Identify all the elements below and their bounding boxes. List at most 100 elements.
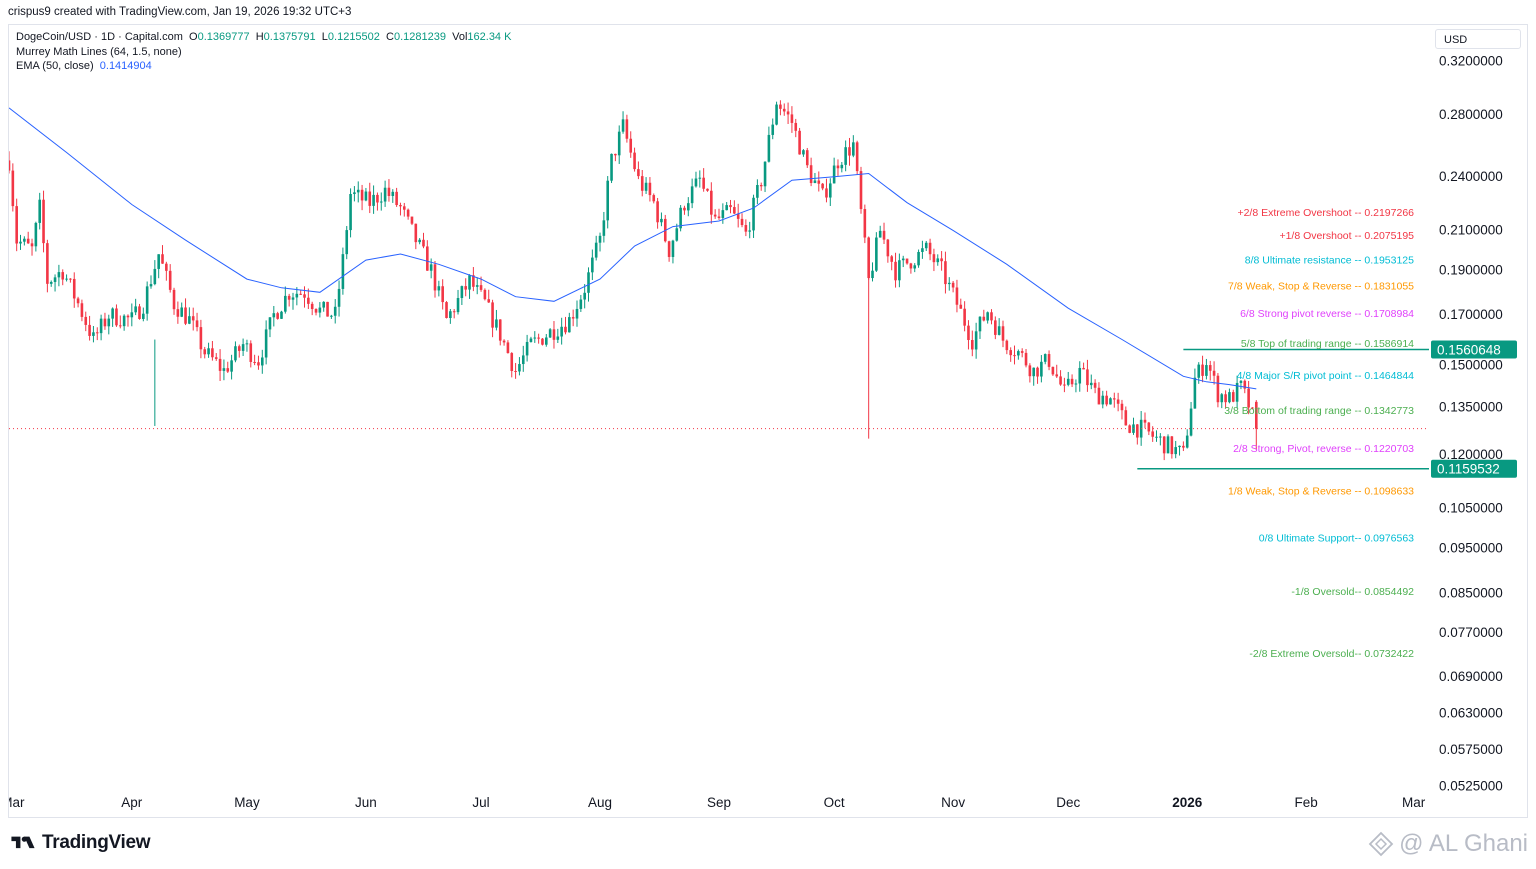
author-watermark: @ AL Ghani (1367, 830, 1528, 858)
candle-body (1155, 436, 1158, 438)
ema-value: 0.1414904 (99, 60, 152, 72)
candle-body (1086, 369, 1089, 386)
candle-body (771, 124, 775, 135)
murrey-level-label: 7/8 Weak, Stop & Reverse -- 0.1831055 (1228, 280, 1414, 292)
candle-body (95, 332, 99, 334)
candle-body (802, 150, 805, 155)
ema-line (9, 107, 1257, 390)
price-chart[interactable]: 0.3200000 0.2800000 0.2400000 0.2100000 0.19… (9, 25, 1528, 818)
candle-body (1254, 401, 1258, 429)
candle-body (660, 218, 663, 223)
candle-body (825, 188, 828, 198)
candle-body (928, 242, 932, 255)
candle-body (253, 361, 256, 363)
candle-body (180, 307, 184, 317)
low-value: 0.1215502 (327, 31, 380, 43)
candle-body (226, 368, 230, 372)
candle-body (1251, 407, 1254, 409)
candle-body (260, 357, 264, 366)
indicator-murrey[interactable]: Murrey Math Lines (64, 1.5, none) (16, 45, 182, 58)
tradingview-logo[interactable]: TradingView (10, 832, 151, 854)
candle-body (353, 192, 356, 195)
candle-body (314, 309, 318, 313)
candle-body (1143, 419, 1147, 423)
candle-body (65, 278, 68, 280)
candle-body (782, 108, 786, 112)
candle-body (1178, 445, 1181, 448)
candle-body (333, 306, 337, 316)
candle-body (621, 119, 625, 132)
ema-label: EMA (50, close) (16, 60, 94, 72)
candle-body (360, 189, 364, 201)
candle-body (502, 340, 506, 343)
candle-body (990, 312, 993, 321)
candle-body (725, 205, 728, 211)
candle-body (932, 254, 936, 263)
candle-body (652, 195, 656, 202)
currency-selector[interactable]: USD (1435, 29, 1521, 49)
candle-body (763, 161, 767, 187)
price-tick-label: 0.2100000 (1439, 222, 1503, 237)
candle-body (46, 243, 49, 284)
price-tick-label: 0.0525000 (1439, 779, 1503, 794)
time-axis-label: Jul (472, 795, 489, 810)
candle-body (736, 213, 740, 219)
murrey-level-label: 0/8 Ultimate Support-- 0.0976563 (1259, 533, 1414, 545)
candle-body (617, 131, 621, 156)
candle-body (291, 297, 295, 300)
candle-body (452, 311, 456, 313)
candle-body (944, 261, 947, 285)
candle-body (1063, 384, 1066, 386)
candle-body (337, 288, 341, 307)
time-axis-label: Sep (707, 795, 731, 810)
time-axis-label: Mar (1402, 795, 1426, 810)
murrey-level-label: 3/8 Bottom of trading range -- 0.1342773 (1224, 405, 1414, 417)
candle-body (464, 286, 468, 290)
candle-body (364, 191, 368, 201)
candle-body (1224, 394, 1227, 403)
candle-body (115, 308, 118, 326)
price-tick-label: 0.2400000 (1439, 169, 1503, 184)
candle-body (713, 214, 717, 217)
candle-body (602, 220, 606, 236)
candle-body (487, 299, 491, 303)
candle-body (905, 258, 909, 264)
candle-body (671, 240, 675, 257)
candle-body (310, 303, 314, 310)
candle-body (1151, 431, 1154, 437)
candle-body (284, 295, 287, 312)
candle-body (92, 332, 95, 336)
high-key: H (255, 31, 264, 43)
volume-key: Vol (452, 31, 468, 43)
candle-body (207, 348, 210, 355)
indicator-ema[interactable]: EMA (50, close) 0.1414904 (16, 59, 511, 74)
candle-body (414, 223, 418, 243)
candle-body (1239, 380, 1243, 383)
chart-panel[interactable]: DogeCoin/USD · 1D · Capital.com O0.13697… (8, 24, 1528, 818)
candle-body (376, 194, 379, 203)
candle-body (871, 270, 874, 279)
candle-body (322, 301, 326, 308)
candle-body (921, 248, 924, 252)
candle-body (594, 242, 598, 258)
candle-body (491, 302, 494, 328)
candle-body (184, 307, 187, 324)
candle-body (683, 207, 686, 211)
candle-body (80, 303, 84, 317)
candle-body (852, 142, 855, 156)
candle-body (495, 319, 498, 328)
candle-body (947, 282, 951, 285)
candle-body (418, 239, 421, 243)
candle-body (188, 316, 191, 324)
murrey-level-label: 2/8 Strong, Pivot, reverse -- 0.1220703 (1233, 443, 1414, 455)
candle-body (1047, 354, 1051, 367)
candle-body (790, 114, 794, 123)
candle-body (667, 241, 671, 257)
symbol-name[interactable]: DogeCoin/USD · 1D · Capital.com (16, 31, 183, 43)
candle-body (1216, 375, 1220, 403)
candle-body (345, 230, 349, 255)
time-axis-label: Nov (941, 795, 965, 810)
candle-body (1101, 395, 1105, 405)
candle-body (130, 312, 134, 318)
low-key: L (321, 31, 328, 43)
